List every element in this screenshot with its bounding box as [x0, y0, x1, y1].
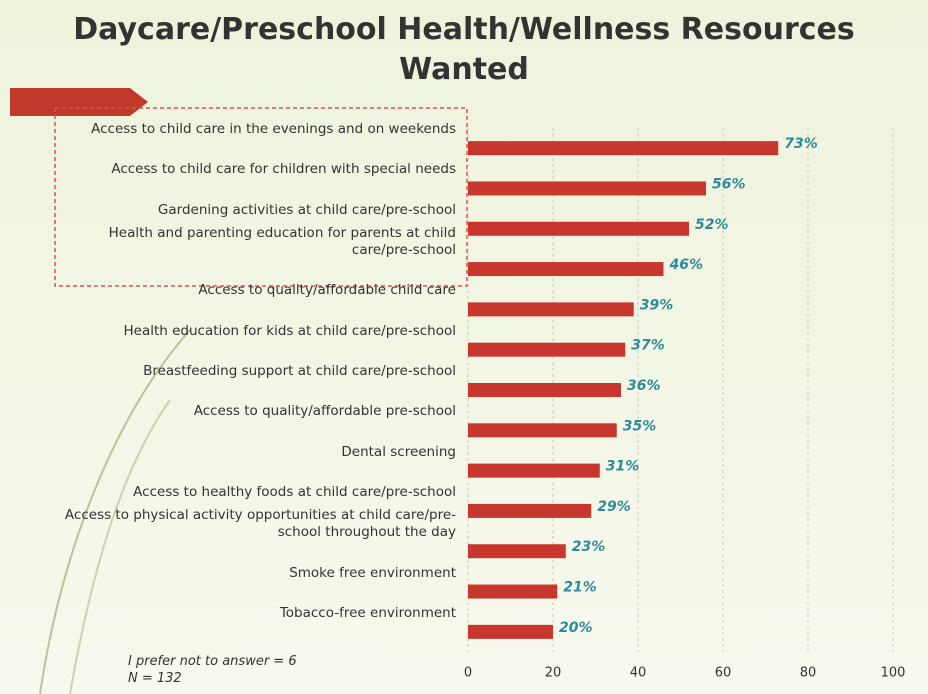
value-label: 36% [627, 378, 661, 394]
value-label: 29% [597, 499, 631, 515]
y-tick-label: Health education for kids at child care/… [123, 322, 457, 339]
bar [468, 181, 706, 196]
y-tick-label: Access to healthy foods at child care/pr… [133, 483, 456, 500]
highlight-box [54, 107, 468, 287]
x-tick-label: 100 [881, 666, 906, 681]
bar [468, 342, 626, 357]
bar [468, 624, 553, 639]
bar [468, 141, 779, 156]
y-tick-label: Dental screening [341, 443, 456, 460]
x-tick-label: 0 [464, 666, 472, 681]
y-tick-label: Access to quality/affordable pre-school [193, 403, 456, 420]
y-tick-label: Access to quality/affordable child care [198, 282, 456, 299]
value-label: 52% [695, 217, 729, 233]
bar [468, 584, 558, 599]
bar [468, 221, 689, 236]
value-label: 20% [559, 620, 593, 636]
value-label: 23% [572, 539, 606, 555]
decoration [39, 329, 191, 694]
bar [468, 262, 664, 277]
bar [468, 383, 621, 397]
y-tick-label: Smoke free environment [289, 564, 456, 581]
value-label: 46% [669, 257, 704, 273]
x-tick-label: 60 [715, 666, 732, 681]
chart-title: Daycare/Preschool Health/Wellness Resour… [73, 12, 855, 87]
value-label: 21% [563, 580, 597, 596]
value-label: 73% [784, 136, 818, 152]
bar [468, 423, 617, 438]
y-tick-label: Breastfeeding support at child care/pre-… [143, 363, 456, 379]
y-tick-label: Tobacco-free environment [279, 604, 456, 621]
decoration [69, 399, 171, 694]
y-tick-label: Access to physical activity opportunitie… [64, 507, 456, 541]
value-label: 31% [606, 459, 640, 475]
value-label: 35% [623, 418, 657, 434]
y-tick-label: Health and parenting education for paren… [108, 225, 456, 259]
value-label: 56% [712, 176, 746, 192]
x-tick-label: 80 [800, 666, 817, 681]
bar [468, 544, 566, 559]
y-tick-label: Access to child care for children with s… [111, 161, 456, 178]
bar [468, 503, 592, 518]
y-tick-label: Access to child care in the evenings and… [91, 121, 456, 138]
x-tick-label: 20 [545, 666, 562, 681]
x-tick-label: 40 [630, 666, 647, 681]
bar [468, 302, 634, 317]
y-tick-label: Gardening activities at child care/pre-s… [157, 201, 456, 218]
note: I prefer not to answer = 6 [128, 654, 297, 669]
value-label: 39% [640, 297, 674, 313]
bar [468, 463, 600, 478]
value-label: 37% [631, 338, 665, 354]
arrow-decoration [10, 88, 148, 116]
note: N = 132 [128, 671, 182, 686]
